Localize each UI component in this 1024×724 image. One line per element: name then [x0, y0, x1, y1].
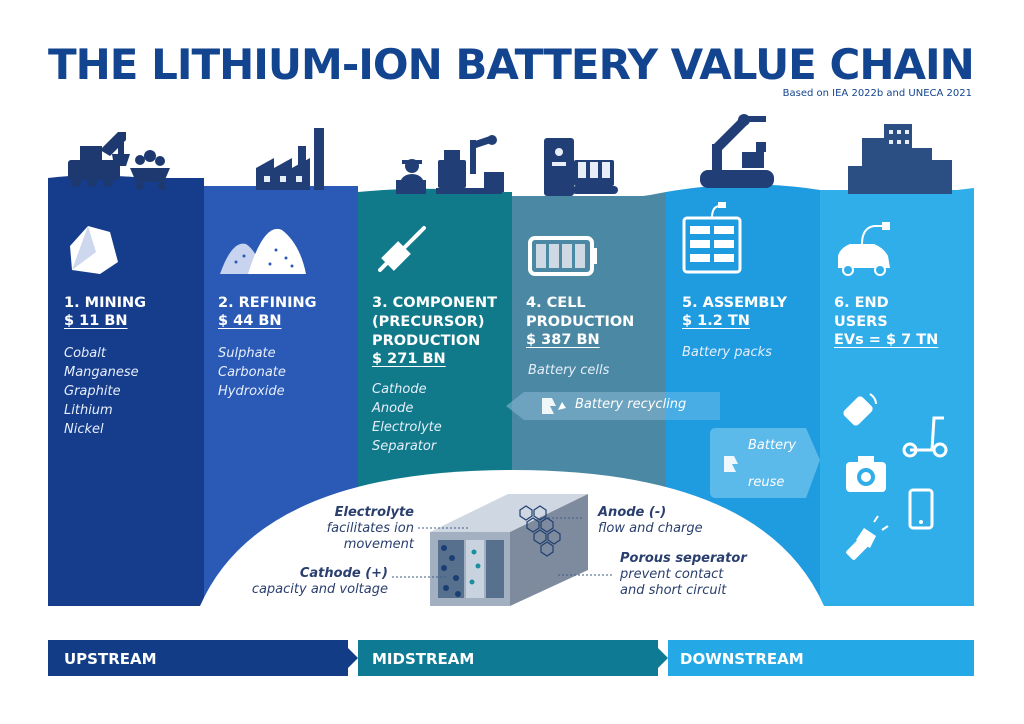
cell-amount: $ 387 BN — [526, 332, 600, 348]
battery-icon — [528, 236, 597, 276]
electrolyte-annotation: Electrolyte facilitates ion movement — [326, 505, 414, 552]
mining-excavator-icon — [68, 132, 170, 190]
midstream-label: MIDSTREAM — [372, 650, 475, 668]
assembly-amount: $ 1.2 TN — [682, 313, 750, 329]
assembly-robot-icon — [700, 114, 774, 188]
source-note: Based on IEA 2022b and UNECA 2021 — [782, 88, 972, 99]
recycle-icon — [542, 398, 566, 414]
reuse-arrow — [710, 428, 820, 498]
refining-heading: 2. REFINING — [218, 295, 317, 311]
downstream-label: DOWNSTREAM — [680, 650, 804, 668]
refinery-factory-icon — [256, 128, 324, 190]
cell-items: Battery cells — [528, 363, 610, 378]
battery-pack-icon — [682, 202, 742, 274]
component-factory-worker-icon — [396, 135, 504, 194]
city-buildings-icon — [848, 124, 952, 194]
cell-production-machine-icon — [544, 138, 618, 196]
rock-icon — [70, 226, 118, 274]
ground-wave-colored — [48, 175, 204, 200]
flashlight-icon — [846, 515, 889, 560]
assembly-items: Battery packs — [682, 345, 772, 360]
electric-car-icon — [838, 222, 890, 276]
refining-items: Sulphate Carbonate Hydroxide — [218, 346, 286, 399]
separator-annotation: Porous seperator prevent contact and sho… — [620, 551, 747, 598]
stage-downstream — [668, 640, 974, 676]
scooter-icon — [902, 416, 948, 458]
connector-icon — [378, 226, 426, 272]
smartphone-icon — [908, 488, 934, 530]
end-users-heading: 6. END USERS — [834, 295, 889, 330]
end-users-amount: EVs = $ 7 TN — [834, 332, 939, 348]
battery-cell-cross-section — [430, 494, 588, 606]
anode-annotation: Anode (-) flow and charge — [598, 505, 703, 536]
page-title: THE LITHIUM-ION BATTERY VALUE CHAIN — [48, 40, 975, 89]
upstream-label: UPSTREAM — [64, 650, 157, 668]
cell-heading: 4. CELL PRODUCTION — [526, 295, 635, 330]
recycle-icon — [724, 456, 738, 472]
stage-midstream — [358, 640, 658, 676]
component-heading: 3. COMPONENT (PRECURSOR) PRODUCTION — [372, 295, 498, 349]
annotation-leaders — [392, 517, 612, 578]
assembly-heading: 5. ASSEMBLY — [682, 295, 787, 311]
camera-icon — [846, 456, 886, 492]
mining-heading: 1. MINING — [64, 295, 147, 311]
remote-control-icon — [843, 393, 877, 426]
battery-reuse-label-line1: Battery — [748, 438, 797, 453]
battery-recycling-label: Battery recycling — [575, 397, 687, 412]
mining-items: Cobalt Manganese Graphite Lithium Nickel — [64, 346, 139, 437]
component-items: Cathode Anode Electrolyte Separator — [372, 382, 442, 454]
refining-amount: $ 44 BN — [218, 313, 282, 329]
stage-upstream — [48, 640, 348, 676]
component-amount: $ 271 BN — [372, 351, 446, 367]
powder-piles-icon — [220, 228, 306, 274]
battery-reuse-label-line2: reuse — [748, 475, 785, 490]
mining-amount: $ 11 BN — [64, 313, 128, 329]
cathode-annotation: Cathode (+) capacity and voltage — [251, 566, 388, 597]
